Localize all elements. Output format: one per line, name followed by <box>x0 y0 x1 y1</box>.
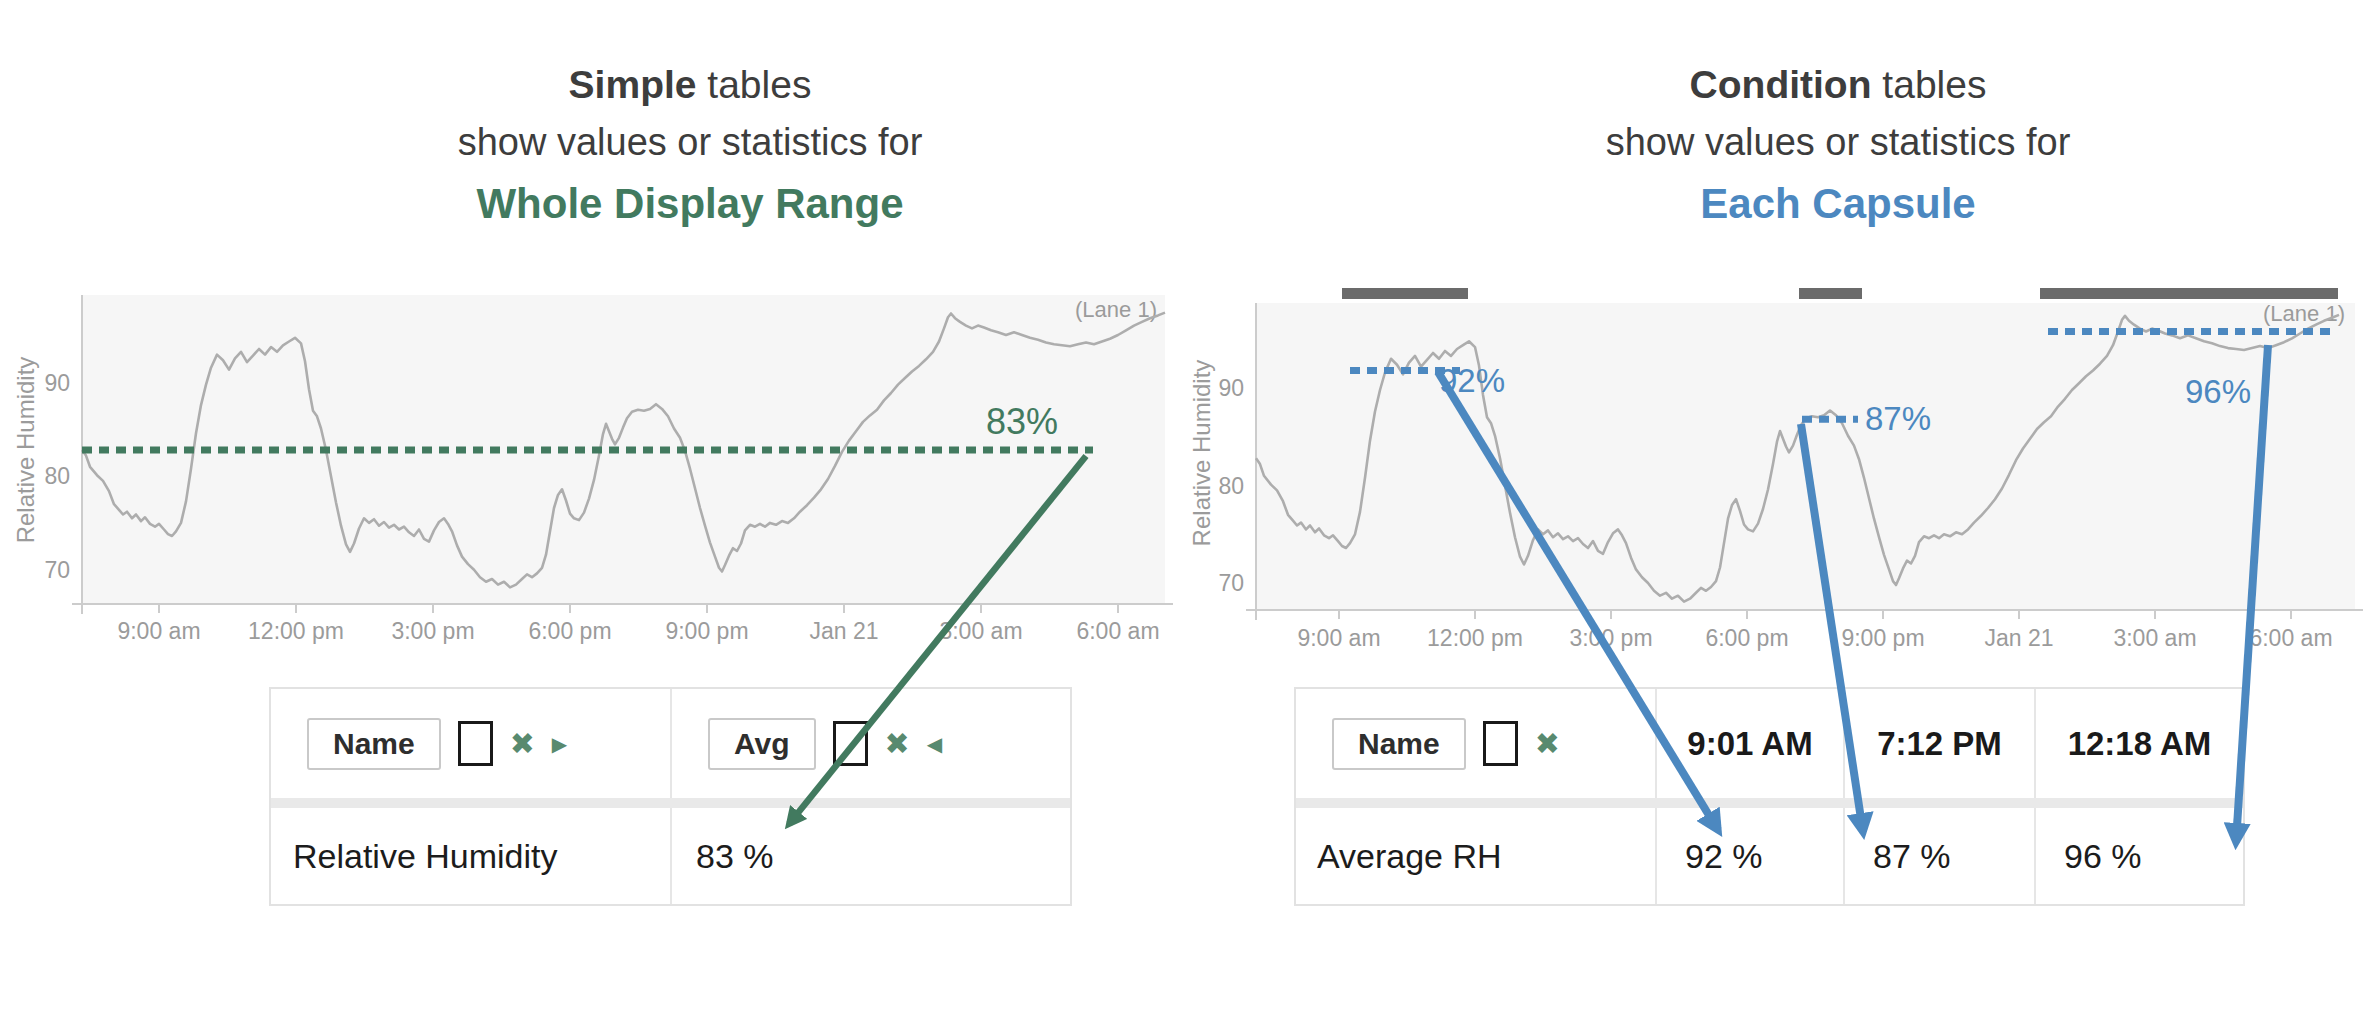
capsule-3-value-cell: 96 % <box>2036 808 2243 904</box>
simple-tables-headline: Simple tables show values or statistics … <box>300 62 1080 228</box>
name-column-checkbox[interactable] <box>1483 721 1518 766</box>
name-column-remove-icon[interactable]: ✖ <box>1535 726 1560 761</box>
y-axis-title: Relative Humidity <box>1188 360 1215 547</box>
x-tick-label: Jan 21 <box>809 618 878 644</box>
signal-name-cell: Average RH <box>1296 808 1657 904</box>
x-tick-label: 3:00 am <box>939 618 1022 644</box>
condition-trend-chart: 9:00 am 12:00 pm 3:00 pm 6:00 pm 9:00 pm Jan … <box>1188 288 2363 651</box>
capsule-1-average-label: 92% <box>1439 362 1505 399</box>
y-tick-label: 70 <box>1218 570 1244 596</box>
x-tick-label: 6:00 am <box>2249 625 2332 651</box>
capsule-1-value-cell: 92 % <box>1657 808 1845 904</box>
x-tick-label: 9:00 pm <box>665 618 748 644</box>
x-tick-label: 3:00 pm <box>1569 625 1652 651</box>
x-tick-label: 9:00 am <box>1297 625 1380 651</box>
capsule-2-time-header[interactable]: 7:12 PM <box>1845 689 2036 798</box>
x-tick-label: 6:00 pm <box>528 618 611 644</box>
simple-table-data-row: Relative Humidity 83 % <box>271 808 1070 904</box>
x-tick-label: 9:00 pm <box>1841 625 1924 651</box>
condition-tables-headline: Condition tables show values or statisti… <box>1448 62 2228 228</box>
whole-display-range-label: Whole Display Range <box>300 180 1080 228</box>
capsule-bar-2[interactable] <box>1799 288 1862 299</box>
simple-word: Simple <box>569 63 697 106</box>
x-tick-label: 3:00 am <box>2113 625 2196 651</box>
table-header-separator <box>271 798 1070 808</box>
simple-table-header-row: Name ✖ ▶ Avg ✖ ◀ <box>271 689 1070 798</box>
condition-table-data-row: Average RH 92 % 87 % 96 % <box>1296 808 2243 904</box>
name-column-checkbox[interactable] <box>458 721 493 766</box>
signal-name-cell: Relative Humidity <box>271 808 672 904</box>
x-tick-label: Jan 21 <box>1984 625 2053 651</box>
condition-word: Condition <box>1690 63 1872 106</box>
capsule-2-value-cell: 87 % <box>1845 808 2036 904</box>
name-column-remove-icon[interactable]: ✖ <box>510 726 535 761</box>
condition-table-name-header-cell: Name ✖ <box>1296 689 1657 798</box>
condition-tables-title: Condition tables <box>1448 62 2228 108</box>
capsule-bar-3[interactable] <box>2040 288 2338 299</box>
avg-column-move-left-icon[interactable]: ◀ <box>927 732 942 756</box>
x-tick-label: 3:00 pm <box>391 618 474 644</box>
lane-label: (Lane 1) <box>2263 301 2345 326</box>
simple-tables-subtitle: show values or statistics for <box>300 120 1080 164</box>
x-tick-label: 9:00 am <box>117 618 200 644</box>
avg-column-remove-icon[interactable]: ✖ <box>885 726 910 761</box>
each-capsule-label: Each Capsule <box>1448 180 2228 228</box>
simple-table: Name ✖ ▶ Avg ✖ ◀ Relative Humidity 83 % <box>269 687 1072 906</box>
capsule-3-time-header[interactable]: 12:18 AM <box>2036 689 2243 798</box>
condition-table: Name ✖ 9:01 AM 7:12 PM 12:18 AM Average … <box>1294 687 2245 906</box>
x-tick-label: 12:00 pm <box>248 618 344 644</box>
lane-label: (Lane 1) <box>1075 297 1157 322</box>
tables-word: tables <box>1872 63 1987 106</box>
simple-table-avg-header-cell: Avg ✖ ◀ <box>672 689 1070 798</box>
y-tick-label: 80 <box>44 463 70 489</box>
avg-column-checkbox[interactable] <box>833 721 868 766</box>
avg-value-cell: 83 % <box>672 808 1070 904</box>
table-header-separator <box>1296 798 2243 808</box>
humidity-series-line <box>1256 315 2339 602</box>
trend-plot-area[interactable] <box>82 295 1165 604</box>
capsule-2-average-label: 87% <box>1865 400 1931 437</box>
whole-range-average-label: 83% <box>986 401 1058 442</box>
y-tick-label: 90 <box>44 370 70 396</box>
capsule-3-average-label: 96% <box>2185 373 2251 410</box>
x-tick-label: 12:00 pm <box>1427 625 1523 651</box>
capsule-1-time-header[interactable]: 9:01 AM <box>1657 689 1845 798</box>
tables-word: tables <box>696 63 811 106</box>
name-column-button[interactable]: Name <box>307 718 441 770</box>
x-tick-label: 6:00 am <box>1076 618 1159 644</box>
name-column-button[interactable]: Name <box>1332 718 1466 770</box>
condition-table-header-row: Name ✖ 9:01 AM 7:12 PM 12:18 AM <box>1296 689 2243 798</box>
simple-trend-chart: 9:00 am 12:00 pm 3:00 pm 6:00 pm 9:00 pm Jan … <box>12 295 1173 644</box>
name-column-move-right-icon[interactable]: ▶ <box>552 732 567 756</box>
infographic-canvas: Simple tables show values or statistics … <box>0 0 2369 1011</box>
condition-tables-subtitle: show values or statistics for <box>1448 120 2228 164</box>
avg-column-button[interactable]: Avg <box>708 718 816 770</box>
capsule-bar-1[interactable] <box>1342 288 1468 299</box>
y-tick-label: 70 <box>44 557 70 583</box>
y-axis-title: Relative Humidity <box>12 357 39 544</box>
y-tick-label: 90 <box>1218 375 1244 401</box>
simple-tables-title: Simple tables <box>300 62 1080 108</box>
x-tick-label: 6:00 pm <box>1705 625 1788 651</box>
trend-plot-area[interactable] <box>1256 303 2355 610</box>
humidity-series-line <box>82 313 1165 588</box>
y-tick-label: 80 <box>1218 473 1244 499</box>
simple-table-name-header-cell: Name ✖ ▶ <box>271 689 672 798</box>
